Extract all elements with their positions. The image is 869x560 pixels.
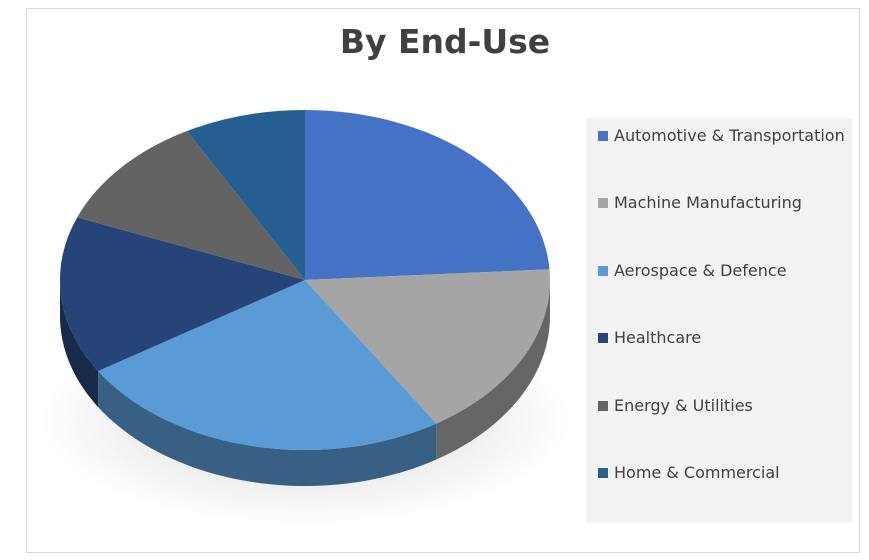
pie-slice-energy-utilities — [77, 131, 305, 280]
pie-side-healthcare — [60, 280, 99, 408]
legend-label: Machine Manufacturing — [614, 193, 802, 212]
pie-side-aerospace-defence — [98, 371, 437, 486]
legend-item-energy: Energy & Utilities — [598, 394, 753, 418]
legend-swatch — [598, 266, 608, 276]
legend-item-machine-manufacturing: Machine Manufacturing — [598, 191, 802, 215]
pie-slice-automotive-transportation — [305, 110, 550, 280]
legend-item-aerospace: Aerospace & Defence — [598, 259, 787, 283]
legend-swatch — [598, 198, 608, 208]
pie-slice-healthcare — [59, 217, 305, 372]
legend-swatch — [598, 131, 608, 141]
legend-swatch — [598, 333, 608, 343]
pie-sides — [60, 280, 550, 486]
pie-slices — [59, 109, 550, 450]
legend-label: Automotive & Transportation — [614, 126, 845, 145]
legend-item-automotive: Automotive & Transportation — [598, 124, 845, 148]
legend-item-home-commercial: Home & Commercial — [598, 461, 780, 485]
legend-label: Aerospace & Defence — [614, 261, 787, 280]
legend-label: Home & Commercial — [614, 463, 780, 482]
pie-slice-aerospace-defence — [98, 280, 437, 450]
chart-title: By End-Use — [339, 22, 551, 61]
legend: Automotive & Transportation Machine Manu… — [586, 118, 852, 523]
legend-swatch — [598, 401, 608, 411]
pie-slice-home-commercial — [187, 109, 305, 280]
legend-item-healthcare: Healthcare — [598, 326, 701, 350]
pie-slice-machine-manufacturing — [305, 269, 550, 424]
legend-swatch — [598, 468, 608, 478]
pie-side-machine-manufacturing — [436, 280, 550, 460]
legend-label: Energy & Utilities — [614, 396, 753, 415]
legend-label: Healthcare — [614, 328, 702, 347]
